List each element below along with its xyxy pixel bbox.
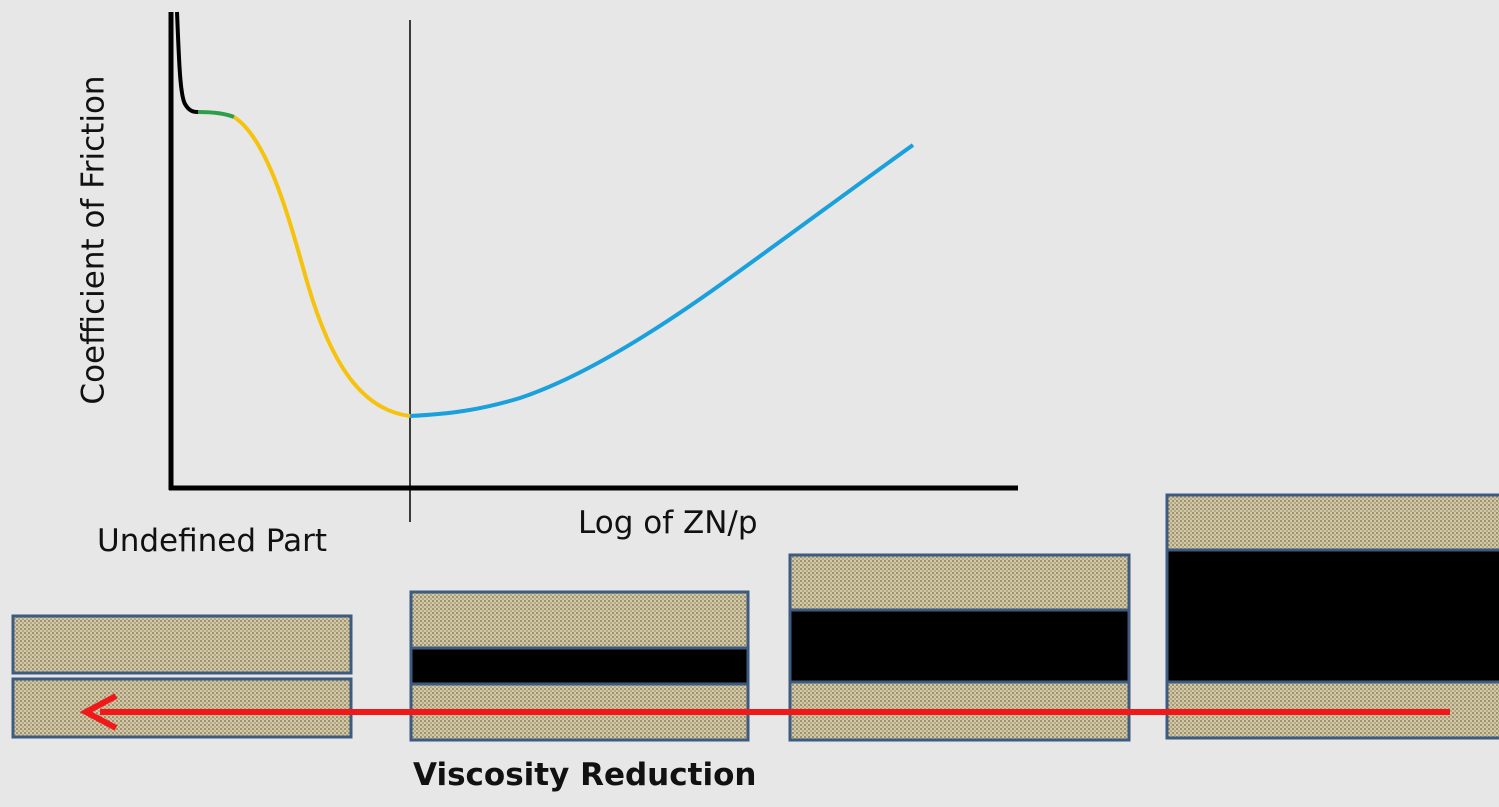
curve-boundary	[175, 11, 199, 114]
curve-mixed-start	[197, 110, 235, 119]
x-axis-label-undefined-part: Undefined Part	[97, 523, 328, 559]
bearing-thin-film	[409, 590, 750, 742]
curve-hydrodynamic	[409, 143, 915, 418]
y-axis-label: Coefficient of Friction	[75, 75, 112, 405]
bearing-no-film	[11, 614, 353, 739]
curve-mixed	[232, 115, 411, 418]
bearing-thick-film	[1165, 493, 1499, 740]
arrow-left-icon	[79, 693, 1450, 731]
caption-viscosity-reduction: Viscosity Reduction	[413, 757, 757, 793]
x-axis-label-log-zn-p: Log of ZN/p	[578, 505, 758, 541]
